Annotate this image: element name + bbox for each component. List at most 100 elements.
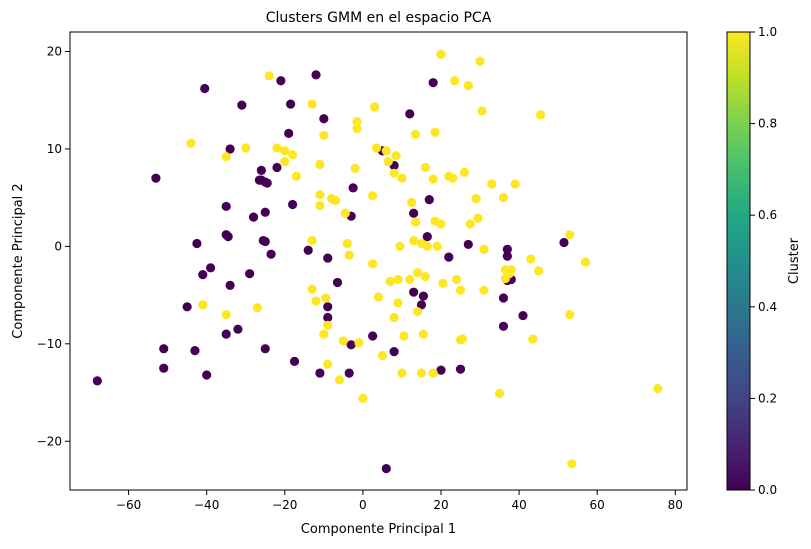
colorbar-gradient (726, 31, 751, 491)
cluster-1-point (428, 174, 438, 184)
cluster-0-point (332, 277, 343, 288)
cluster-0-point (348, 183, 358, 193)
cluster-1-point (311, 296, 321, 306)
cluster-0-point (266, 249, 276, 259)
cluster-0-point (221, 201, 231, 212)
cluster-1-point (381, 146, 391, 156)
cluster-1-point (371, 143, 382, 153)
cluster-1-point (418, 329, 429, 339)
cluster-1-point (457, 334, 468, 344)
cluster-0-point (287, 199, 298, 210)
cluster-1-point (567, 459, 577, 469)
cluster-0-point (323, 312, 333, 323)
cluster-0-point (436, 365, 446, 375)
cluster-0-point (518, 310, 528, 321)
cluster-0-point (418, 291, 429, 301)
cluster-1-point (307, 284, 317, 294)
cluster-0-point (428, 78, 438, 88)
cluster-1-point (436, 49, 446, 60)
x-axis-label: Componente Principal 1 (301, 522, 456, 537)
cluster-1-point (350, 163, 360, 174)
y-tick-label: −10 (37, 337, 62, 351)
cluster-1-point (340, 208, 350, 218)
cluster-1-point (315, 159, 325, 170)
cluster-0-point (245, 269, 255, 279)
cluster-0-point (315, 368, 325, 378)
cluster-0-point (276, 76, 286, 86)
cluster-1-point (475, 56, 485, 66)
x-tick-label: −20 (272, 498, 297, 512)
colorbar-tick-label: 0.4 (758, 300, 777, 314)
cluster-0-point (444, 252, 454, 262)
cluster-1-point (436, 219, 446, 229)
cluster-1-point (420, 271, 430, 282)
cluster-1-point (455, 285, 466, 295)
cluster-1-point (450, 76, 460, 86)
x-axis-ticks: −60 −40 −20 0 20 40 60 80 (116, 490, 683, 512)
x-tick-label: 80 (668, 498, 683, 512)
cluster-1-point (342, 238, 352, 249)
cluster-1-point (465, 219, 475, 229)
colorbar-tick-label: 0.8 (758, 117, 777, 131)
cluster-0-point (223, 232, 233, 242)
cluster-0-point (284, 128, 294, 138)
cluster-1-point (487, 179, 497, 189)
cluster-1-point (397, 368, 407, 378)
plot-frame (69, 31, 688, 491)
x-tick-label: −60 (116, 498, 141, 512)
cluster-0-point (159, 344, 169, 354)
cluster-1-point (412, 307, 423, 317)
cluster-1-point (252, 303, 263, 313)
cluster-1-point (186, 138, 196, 148)
cluster-1-point (399, 331, 409, 341)
cluster-1-point (471, 194, 481, 204)
cluster-0-point (323, 253, 333, 263)
cluster-0-point (92, 376, 102, 386)
cluster-1-point (354, 338, 364, 348)
cluster-1-point (334, 375, 345, 385)
cluster-1-point (385, 276, 395, 287)
cluster-1-point (409, 235, 419, 246)
cluster-0-point (502, 244, 512, 254)
cluster-0-point (260, 344, 270, 354)
y-axis-ticks: −20 −10 0 10 20 (37, 44, 70, 448)
cluster-1-point (287, 150, 298, 160)
cluster-0-point (289, 356, 300, 366)
cluster-1-point (510, 179, 520, 189)
cluster-1-point (420, 162, 430, 173)
cluster-1-point (307, 235, 317, 246)
cluster-0-point (260, 236, 270, 247)
x-tick-label: 20 (433, 498, 448, 512)
cluster-1-point (506, 265, 516, 275)
cluster-0-point (368, 331, 378, 341)
x-tick-label: −40 (194, 498, 219, 512)
cluster-1-point (452, 274, 462, 285)
cluster-0-point (409, 287, 419, 297)
cluster-0-point (286, 99, 296, 109)
cluster-0-point (190, 346, 200, 356)
cluster-1-point (368, 191, 378, 201)
cluster-0-point (192, 238, 202, 249)
cluster-0-point (159, 363, 169, 373)
cluster-1-point (416, 368, 427, 378)
y-axis-label: Componente Principal 2 (11, 183, 26, 338)
cluster-0-point (424, 195, 434, 205)
cluster-0-point (248, 212, 259, 222)
cluster-1-point (368, 259, 378, 269)
cluster-0-point (559, 237, 569, 248)
cluster-0-point (416, 300, 427, 310)
colorbar-tick-label: 1.0 (758, 25, 777, 39)
cluster-1-point (395, 241, 405, 251)
cluster-0-point (237, 100, 247, 110)
cluster-1-point (358, 393, 368, 403)
cluster-0-point (225, 144, 235, 154)
cluster-1-point (391, 151, 401, 161)
cluster-1-point (477, 106, 487, 116)
cluster-1-point (535, 110, 546, 120)
cluster-0-point (198, 270, 208, 280)
colorbar-label: Cluster (787, 237, 802, 284)
cluster-0-point (221, 329, 231, 339)
colorbar-tick-label: 0.6 (758, 208, 777, 222)
